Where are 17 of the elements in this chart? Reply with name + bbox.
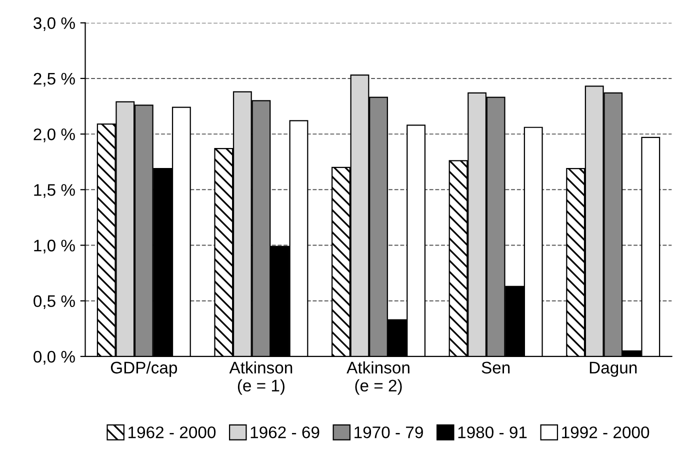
x-tick-label: Sen: [482, 362, 510, 374]
y-tick-label: 0,0 %: [34, 350, 75, 365]
x-tick-label: GDP/cap: [110, 361, 178, 377]
legend-label: 1970 - 79: [354, 426, 423, 438]
legend-label: 1992 - 2000: [562, 426, 650, 438]
y-tick-label: 1,5 %: [34, 184, 75, 198]
legend-label: 1962 - 2000: [128, 426, 216, 438]
y-tick-label: 3,0 %: [34, 17, 75, 32]
y-tick-label: 0,5 %: [34, 295, 75, 310]
x-tick-label: Atkinson (e = 1): [229, 361, 292, 395]
y-tick-label: 2,5 %: [34, 72, 75, 87]
legend-label: 1962 - 69: [250, 426, 320, 438]
x-tick-label: Atkinson (e = 2): [346, 361, 410, 395]
y-tick-label: 2,0 %: [34, 128, 75, 142]
y-tick-label: 1,0 %: [34, 240, 75, 254]
x-tick-label: Dagun: [590, 362, 637, 377]
legend-label: 1980 - 91: [458, 426, 527, 438]
